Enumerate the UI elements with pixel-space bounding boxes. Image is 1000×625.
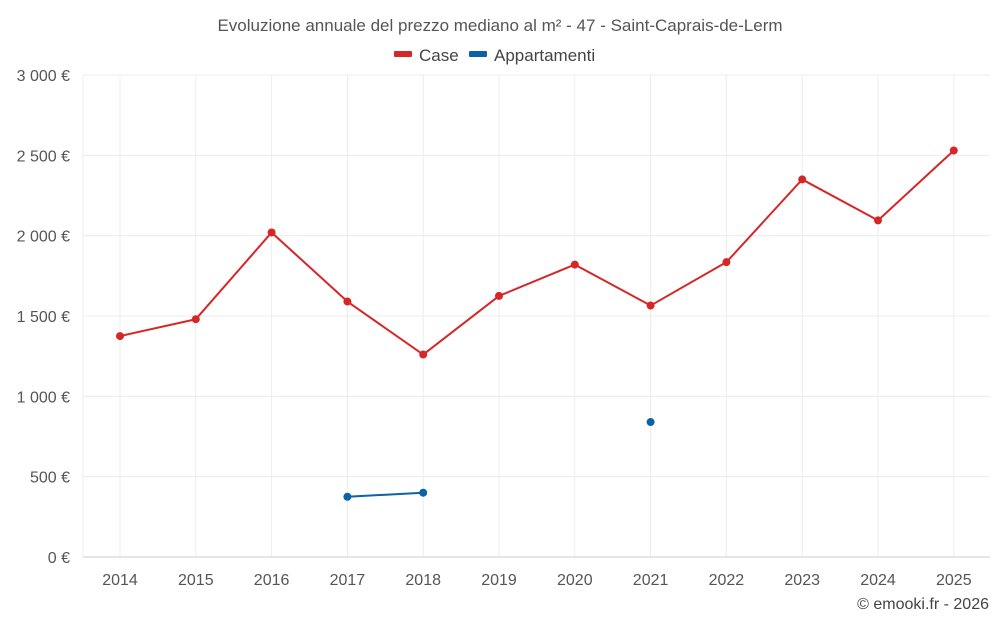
- legend-swatch-case: [394, 51, 412, 57]
- x-tick-label: 2019: [481, 572, 517, 589]
- y-axis: 0 € 500 € 1 000 € 1 500 € 2 000 € 2 500 € 3 00…: [17, 68, 70, 567]
- series-appartamenti: [343, 418, 655, 501]
- x-tick-label: 2018: [405, 572, 441, 589]
- data-point-case-2025[interactable]: [949, 146, 958, 155]
- data-point-case-2016[interactable]: [267, 228, 276, 237]
- series-layer: [116, 146, 958, 501]
- y-tick-label: 0 €: [48, 550, 70, 567]
- data-point-appartamenti-2018[interactable]: [419, 488, 428, 497]
- chart-title: Evoluzione annuale del prezzo mediano al…: [217, 16, 782, 35]
- credit: © emooki.fr - 2026: [857, 596, 989, 613]
- data-point-appartamenti-2017[interactable]: [343, 492, 352, 501]
- legend-item-case[interactable]: Case: [394, 46, 459, 65]
- data-point-case-2021[interactable]: [646, 301, 655, 310]
- x-tick-label: 2014: [102, 572, 138, 589]
- x-tick-label: 2023: [784, 572, 820, 589]
- legend-label-case: Case: [419, 46, 459, 65]
- x-axis: 2014 2015 2016 2017 2018 2019 2020 2021 2022 2023…: [83, 556, 990, 589]
- series-case: [116, 146, 958, 359]
- data-point-case-2018[interactable]: [419, 350, 428, 359]
- series-line-case: [119, 149, 955, 356]
- data-point-case-2023[interactable]: [798, 175, 807, 184]
- x-tick-label: 2021: [633, 572, 669, 589]
- y-tick-label: 3 000 €: [17, 68, 70, 85]
- data-point-case-2020[interactable]: [570, 260, 579, 269]
- data-point-case-2022[interactable]: [722, 258, 731, 267]
- legend-item-appartamenti[interactable]: Appartamenti: [469, 46, 595, 65]
- x-tick-label: 2022: [709, 572, 745, 589]
- data-point-case-2024[interactable]: [874, 216, 882, 225]
- data-point-case-2017[interactable]: [343, 297, 352, 306]
- x-tick-label: 2025: [936, 572, 972, 589]
- legend-label-appartamenti: Appartamenti: [494, 46, 595, 65]
- data-point-appartamenti-2021[interactable]: [646, 418, 655, 427]
- series-line-appartamenti: [347, 491, 424, 498]
- legend: Case Appartamenti: [394, 46, 595, 65]
- y-tick-label: 2 000 €: [17, 229, 70, 246]
- x-tick-label: 2020: [557, 572, 593, 589]
- data-point-case-2014[interactable]: [116, 332, 124, 341]
- x-tick-label: 2024: [860, 572, 896, 589]
- y-tick-label: 1 500 €: [17, 309, 70, 326]
- x-tick-label: 2016: [254, 572, 290, 589]
- y-tick-label: 500 €: [30, 470, 70, 487]
- data-point-case-2019[interactable]: [495, 291, 503, 300]
- y-tick-label: 2 500 €: [17, 148, 70, 165]
- legend-swatch-appartamenti: [469, 51, 487, 57]
- y-tick-label: 1 000 €: [17, 389, 70, 406]
- x-tick-label: 2015: [178, 572, 214, 589]
- grid: [82, 74, 990, 558]
- x-tick-label: 2017: [330, 572, 366, 589]
- data-point-case-2015[interactable]: [191, 315, 200, 324]
